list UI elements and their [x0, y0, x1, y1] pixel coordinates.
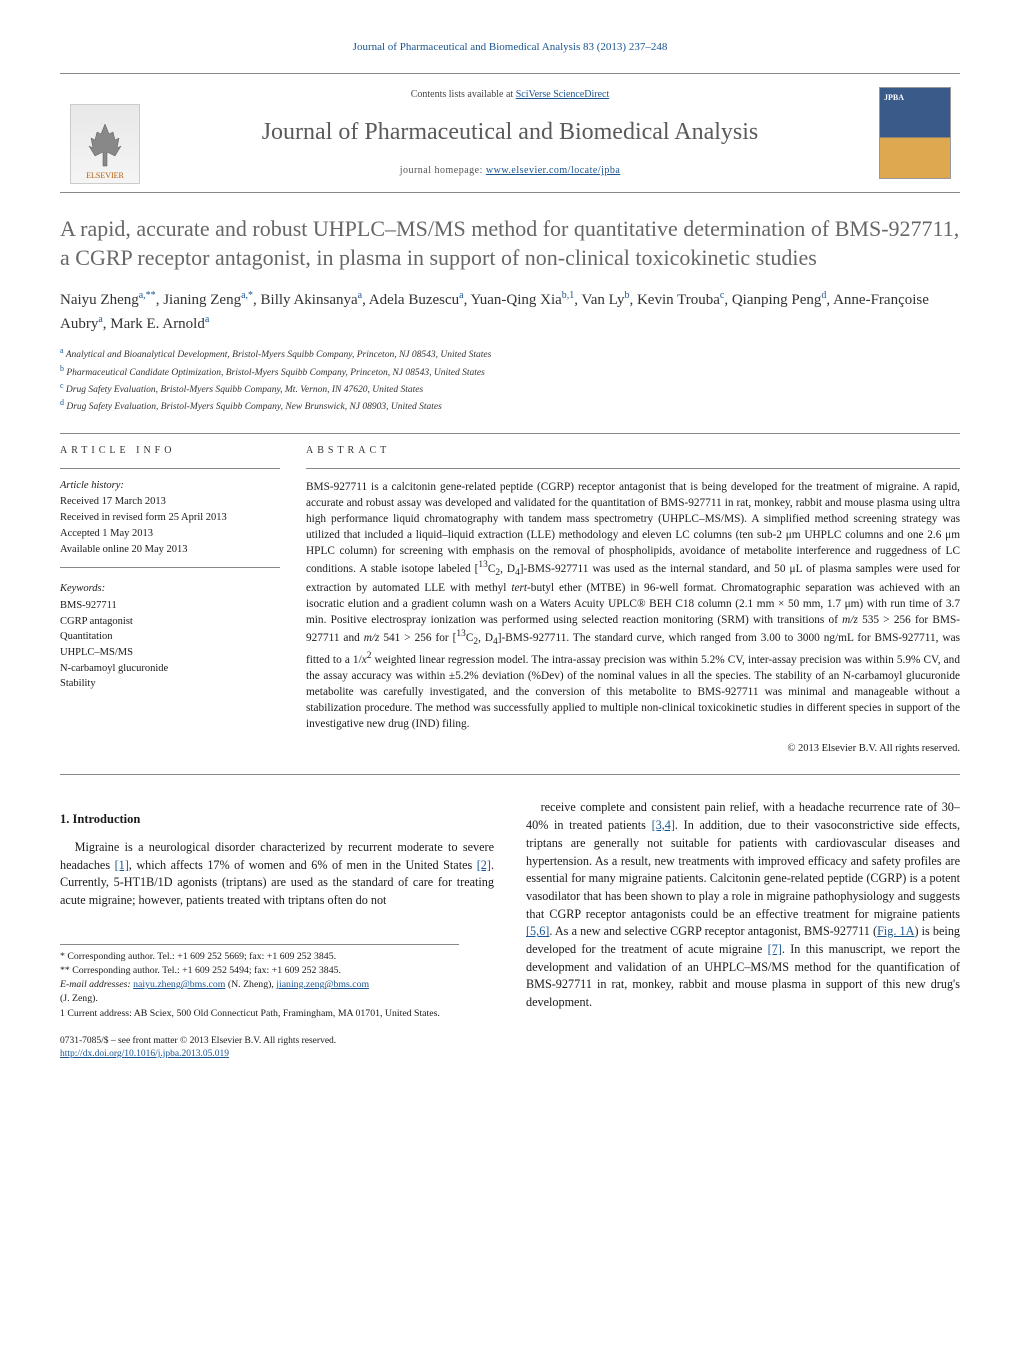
publisher-label: ELSEVIER — [86, 170, 124, 181]
keyword: CGRP antagonist — [60, 615, 280, 630]
intro-left-text: Migraine is a neurological disorder char… — [60, 839, 494, 910]
left-column: 1. Introduction Migraine is a neurologic… — [60, 799, 494, 1061]
history-line: Received in revised form 25 April 2013 — [60, 511, 280, 526]
tree-icon — [81, 120, 129, 170]
contents-available: Contents lists available at SciVerse Sci… — [158, 88, 862, 102]
journal-citation: Journal of Pharmaceutical and Biomedical… — [60, 40, 960, 55]
journal-cover-icon — [879, 87, 951, 179]
keyword: BMS-927711 — [60, 599, 280, 614]
corresponding-1: * Corresponding author. Tel.: +1 609 252… — [60, 950, 459, 964]
abstract-text: BMS-927711 is a calcitonin gene-related … — [306, 479, 960, 732]
intro-heading: 1. Introduction — [60, 811, 494, 829]
email-link-2[interactable]: jianing.zeng@bms.com — [276, 979, 369, 990]
address-note: 1 Current address: AB Sciex, 500 Old Con… — [60, 1007, 459, 1021]
email-label: E-mail addresses: — [60, 979, 133, 990]
journal-title: Journal of Pharmaceutical and Biomedical… — [158, 116, 862, 150]
footnotes: * Corresponding author. Tel.: +1 609 252… — [60, 944, 459, 1021]
issn-line: 0731-7085/$ – see front matter © 2013 El… — [60, 1035, 494, 1048]
keywords-label: Keywords: — [60, 582, 280, 597]
journal-banner: ELSEVIER Contents lists available at Sci… — [60, 73, 960, 193]
elsevier-logo: ELSEVIER — [70, 104, 140, 184]
homepage-link[interactable]: www.elsevier.com/locate/jpba — [486, 165, 620, 176]
citation-link[interactable]: [1] — [115, 858, 129, 872]
copyright-line: © 2013 Elsevier B.V. All rights reserved… — [306, 742, 960, 757]
homepage-prefix: journal homepage: — [400, 165, 486, 176]
publisher-logo-slot: ELSEVIER — [60, 82, 150, 184]
email-line: E-mail addresses: naiyu.zheng@bms.com (N… — [60, 978, 459, 992]
intro-right-text: receive complete and consistent pain rel… — [526, 799, 960, 1011]
history-line: Received 17 March 2013 — [60, 495, 280, 510]
article-info-heading: ARTICLE INFO — [60, 444, 280, 458]
history-line: Accepted 1 May 2013 — [60, 527, 280, 542]
article-info-column: ARTICLE INFO Article history: Received 1… — [60, 444, 280, 757]
email-name-1: (N. Zheng), — [225, 979, 276, 990]
journal-cover-slot — [870, 82, 960, 184]
sciencedirect-link[interactable]: SciVerse ScienceDirect — [516, 89, 610, 100]
abstract-column: ABSTRACT BMS-927711 is a calcitonin gene… — [306, 444, 960, 757]
email-link-1[interactable]: naiyu.zheng@bms.com — [133, 979, 225, 990]
citation-link[interactable]: [7] — [768, 942, 782, 956]
footer: 0731-7085/$ – see front matter © 2013 El… — [60, 1035, 494, 1062]
affiliation-line: a Analytical and Bioanalytical Developme… — [60, 345, 960, 362]
affiliation-line: d Drug Safety Evaluation, Bristol-Myers … — [60, 397, 960, 414]
divider — [306, 468, 960, 469]
history-label: Article history: — [60, 479, 280, 494]
email-name-2: (J. Zeng). — [60, 992, 459, 1006]
divider — [60, 774, 960, 775]
keyword: Quantitation — [60, 630, 280, 645]
citation-link[interactable]: [2] — [477, 858, 491, 872]
author-list: Naiyu Zhenga,**, Jianing Zenga,*, Billy … — [60, 288, 960, 335]
article-title: A rapid, accurate and robust UHPLC–MS/MS… — [60, 215, 960, 272]
figure-link[interactable]: Fig. 1A — [877, 924, 914, 938]
keyword: Stability — [60, 677, 280, 692]
right-column: receive complete and consistent pain rel… — [526, 799, 960, 1061]
contents-prefix: Contents lists available at — [411, 89, 516, 100]
citation-link[interactable]: [5,6] — [526, 924, 549, 938]
abstract-heading: ABSTRACT — [306, 444, 960, 458]
corresponding-2: ** Corresponding author. Tel.: +1 609 25… — [60, 964, 459, 978]
history-line: Available online 20 May 2013 — [60, 543, 280, 558]
doi-link[interactable]: http://dx.doi.org/10.1016/j.jpba.2013.05… — [60, 1049, 229, 1059]
affiliation-line: c Drug Safety Evaluation, Bristol-Myers … — [60, 380, 960, 397]
keyword: UHPLC–MS/MS — [60, 646, 280, 661]
journal-homepage: journal homepage: www.elsevier.com/locat… — [158, 164, 862, 178]
citation-link[interactable]: [3,4] — [652, 818, 675, 832]
affiliations: a Analytical and Bioanalytical Developme… — [60, 345, 960, 415]
divider — [60, 433, 960, 434]
divider — [60, 567, 280, 568]
affiliation-line: b Pharmaceutical Candidate Optimization,… — [60, 363, 960, 380]
keyword: N-carbamoyl glucuronide — [60, 662, 280, 677]
divider — [60, 468, 280, 469]
